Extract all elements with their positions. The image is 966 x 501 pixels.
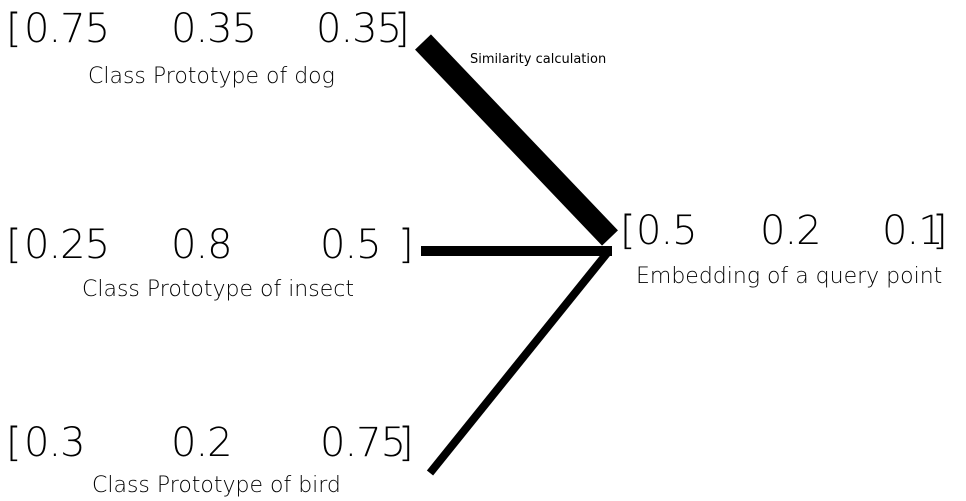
vector-value: 0.1 (882, 208, 944, 254)
vector-value: 0.5 (320, 222, 382, 268)
vector-open-bracket: [ (6, 6, 22, 52)
query-embedding-vector: [ 0.5 0.2 0.1 ] (620, 206, 960, 256)
vector-close-bracket: ] (394, 6, 410, 52)
vector-value: 0.75 (320, 420, 406, 466)
vector-value: 0.3 (24, 420, 86, 466)
bird-prototype-vector: [ 0.3 0.2 0.75 ] (6, 418, 416, 468)
query-embedding-caption: Embedding of a query point (636, 264, 943, 289)
vector-open-bracket: [ (620, 208, 636, 254)
vector-value: 0.5 (636, 208, 698, 254)
edge-dog-to-query (415, 34, 618, 246)
vector-close-bracket: ] (398, 222, 414, 268)
similarity-calculation-label: Similarity calculation (470, 52, 607, 67)
vector-value: 0.8 (171, 222, 233, 268)
vector-value: 0.25 (24, 222, 110, 268)
vector-close-bracket: ] (398, 420, 414, 466)
vector-value: 0.2 (760, 208, 822, 254)
vector-open-bracket: [ (6, 222, 22, 268)
vector-close-bracket: ] (932, 208, 948, 254)
vector-value: 0.35 (171, 6, 257, 52)
vector-value: 0.35 (316, 6, 402, 52)
edge-bird-to-query (426, 249, 612, 476)
dog-prototype-vector: [ 0.75 0.35 0.35 ] (6, 4, 416, 54)
bird-prototype-caption: Class Prototype of bird (92, 473, 341, 498)
insect-prototype-vector: [ 0.25 0.8 0.5 ] (6, 220, 416, 270)
vector-value: 0.75 (24, 6, 110, 52)
insect-prototype-caption: Class Prototype of insect (82, 277, 354, 302)
vector-value: 0.2 (171, 420, 233, 466)
dog-prototype-caption: Class Prototype of dog (88, 64, 335, 89)
vector-open-bracket: [ (6, 420, 22, 466)
